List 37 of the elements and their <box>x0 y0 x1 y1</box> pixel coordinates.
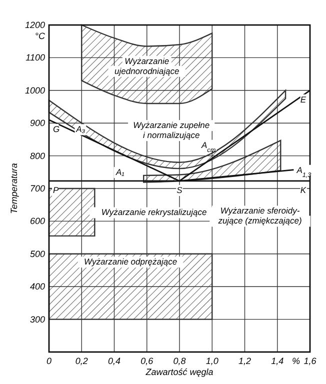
x-tick-label: 0,4 <box>108 356 121 366</box>
series-label: A$_{1,3}$ <box>296 164 312 178</box>
text: °C <box>34 31 46 41</box>
y-tick-label: 500 <box>30 248 45 259</box>
x-tick-label: 1,6 <box>304 356 316 366</box>
annotation: Wyżarzanie sferoidy- zujące (zmiękczające) <box>217 206 302 226</box>
y-tick-label: 400 <box>30 282 45 292</box>
y-tick-label: 1100 <box>26 52 45 63</box>
x-tick-label: 1,2 <box>238 356 252 366</box>
annotation: P <box>53 184 59 195</box>
y-tick-label: 1200 <box>24 20 45 30</box>
annotation: Wyżarzanie zupełne i normalizujące <box>133 120 210 140</box>
annotation: E <box>300 94 306 104</box>
y-tick-label: 800 <box>30 150 45 161</box>
series-label: A$_{cm}$ <box>200 140 216 154</box>
series-label: A₃ <box>75 124 86 134</box>
x-tick-label: 0,6 <box>140 356 154 366</box>
x-tick-label: 1,4 <box>271 356 284 366</box>
y-tick-label: 300 <box>30 314 45 324</box>
text: % <box>292 356 300 366</box>
x-tick-label: 0,8 <box>173 356 186 366</box>
x-axis-title: Zawartość węgla <box>144 367 214 377</box>
series-label: A₁ <box>114 166 125 177</box>
annotation: K <box>300 184 306 195</box>
y-tick-label: 700 <box>30 184 45 194</box>
y-axis-title: Temperatura <box>9 163 19 214</box>
annotation: G <box>53 124 60 134</box>
annotation: Wyżarzanie odprężające <box>84 256 178 267</box>
x-tick-label: 0,2 <box>75 356 88 366</box>
x-tick-label: 1,0 <box>206 356 218 366</box>
y-tick-label: 600 <box>30 216 45 226</box>
annotation: Wyżarzanie rekrystalizujące <box>101 207 207 218</box>
y-tick-label: 1000 <box>24 85 45 96</box>
y-tick-label: 900 <box>30 118 45 128</box>
x-tick-label: 0 <box>46 356 52 366</box>
annotation: Wyżarzanie ujednorodniające <box>114 56 180 76</box>
annotation: S <box>176 184 183 195</box>
